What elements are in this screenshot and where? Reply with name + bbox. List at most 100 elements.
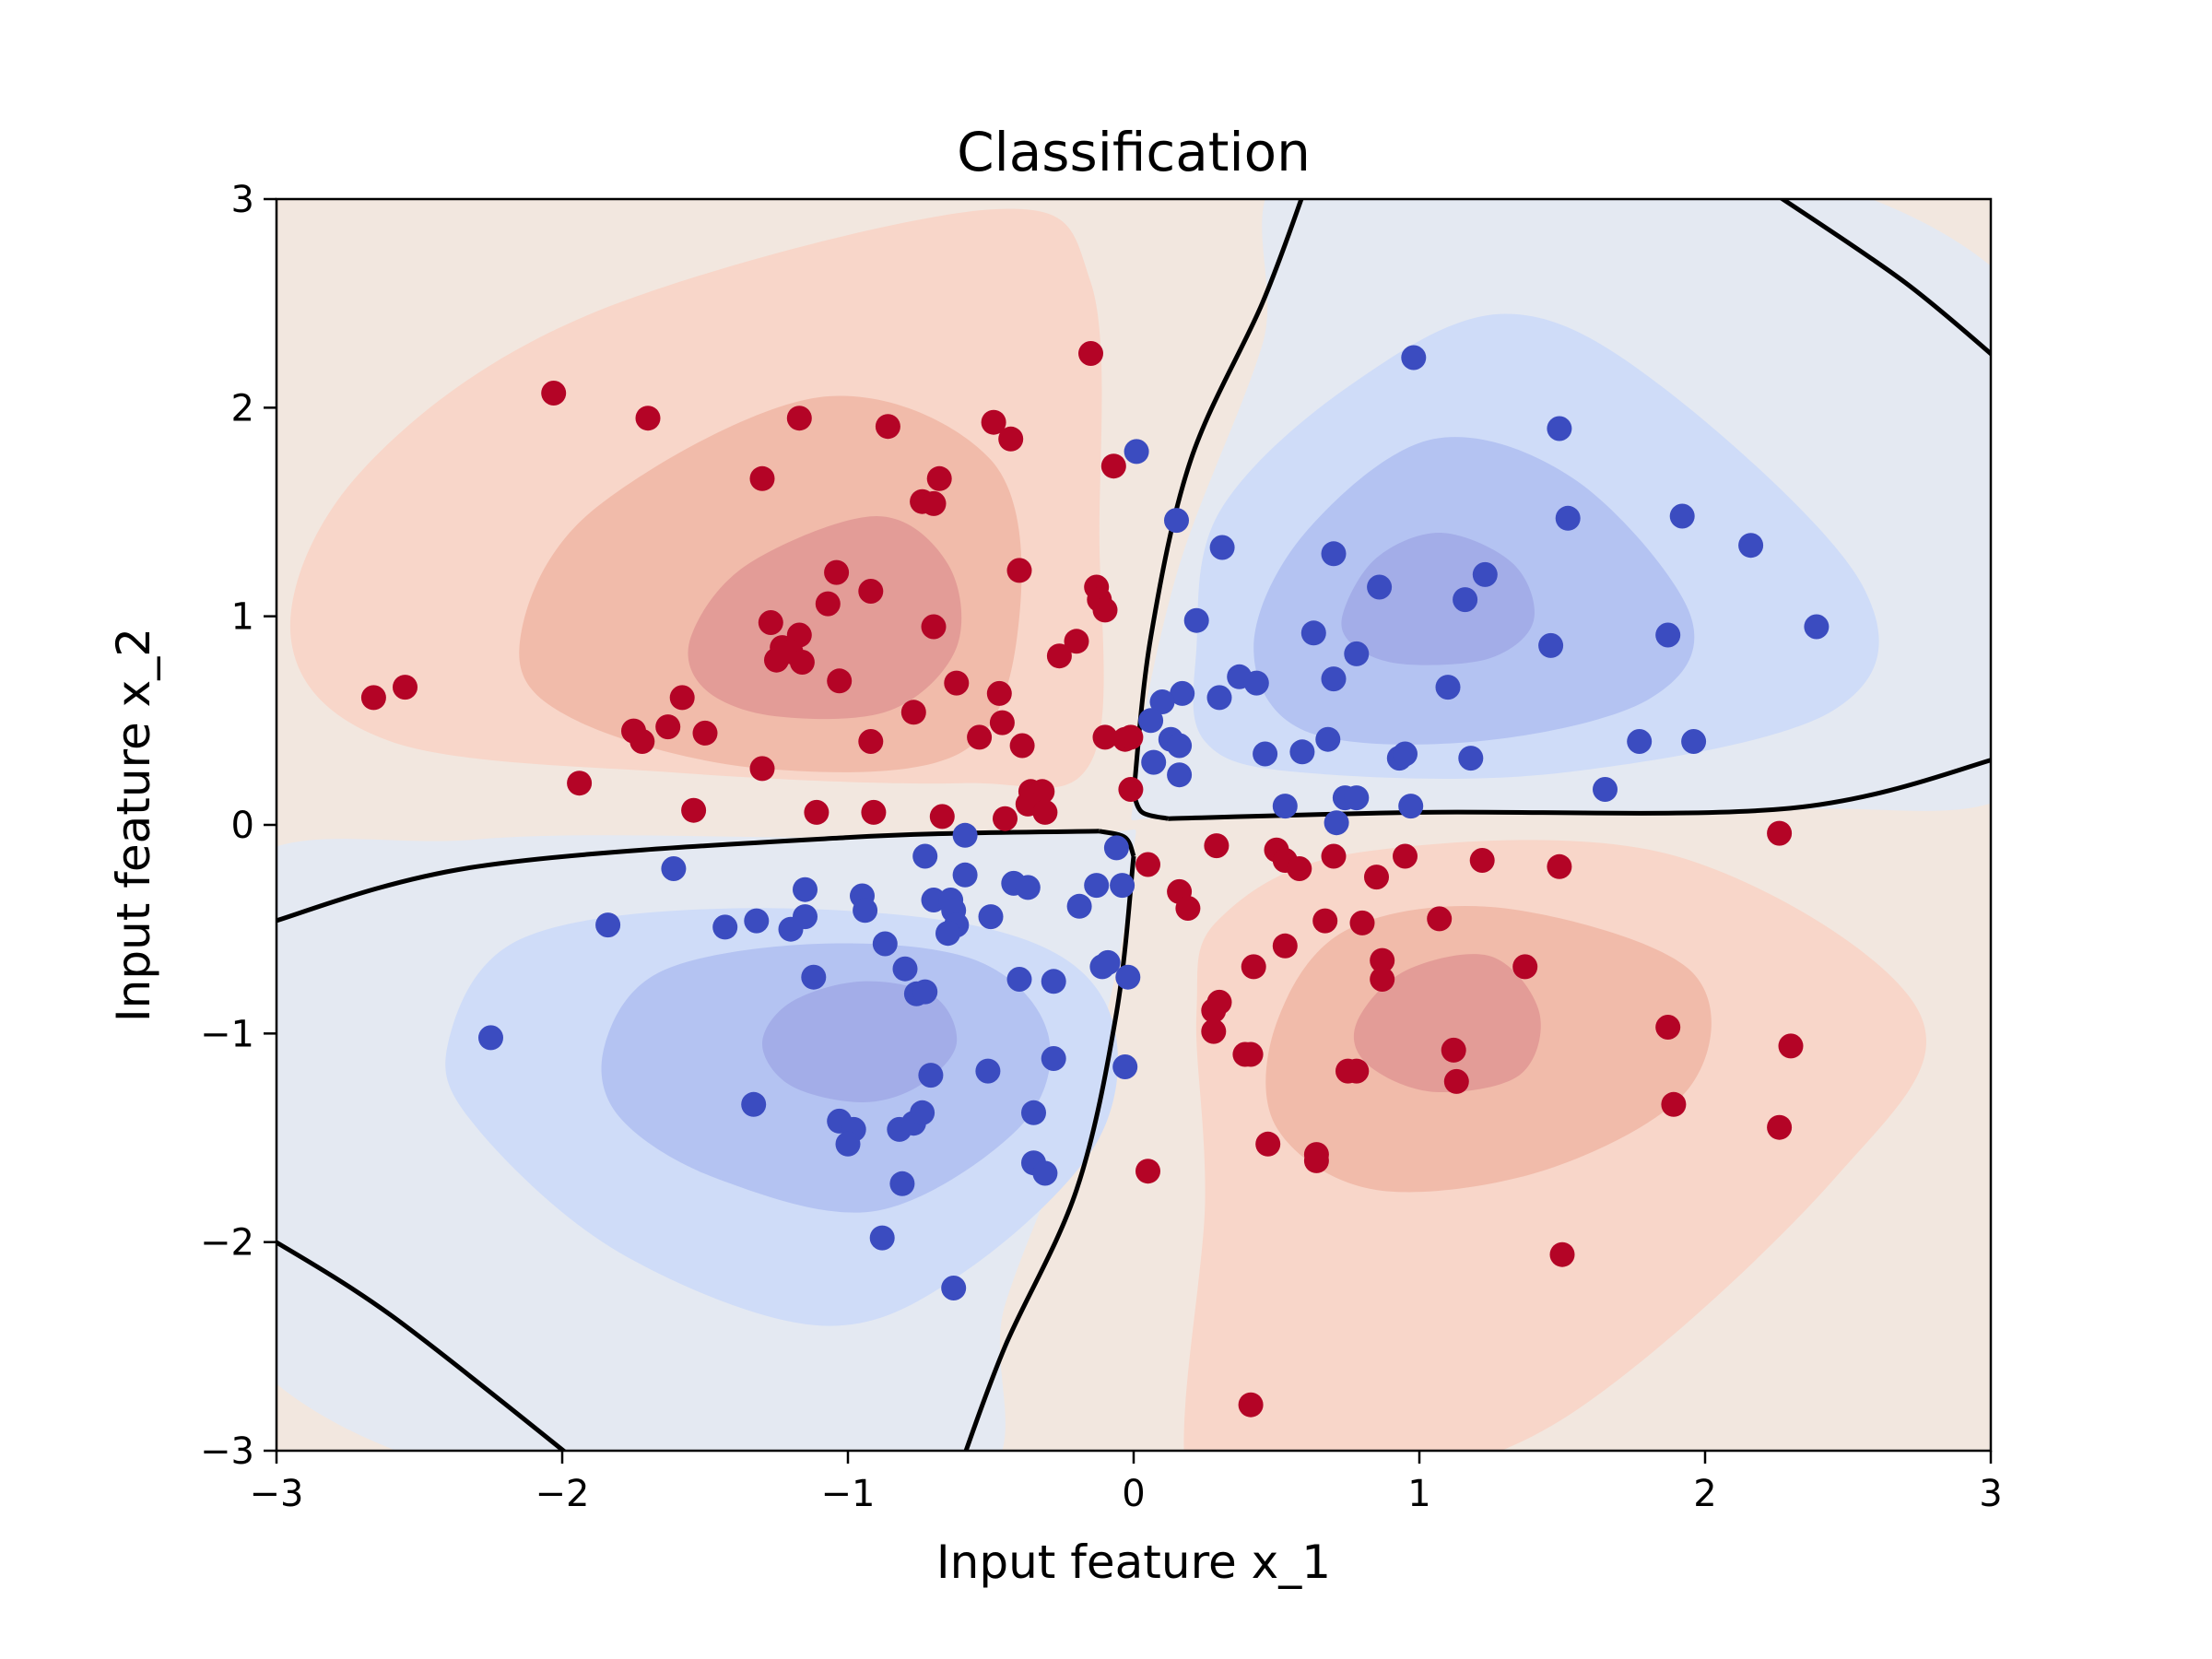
red-point-84 (1441, 1037, 1466, 1063)
blue-point-71 (1006, 967, 1032, 992)
blue-point-82 (1112, 1054, 1138, 1079)
red-point-70 (1175, 896, 1201, 921)
red-contour-ul-4 (688, 516, 962, 720)
blue-point-51 (1084, 873, 1110, 899)
red-point-30 (986, 680, 1012, 706)
red-point-2 (786, 406, 812, 431)
y-tick-label-6: 3 (231, 179, 254, 221)
red-point-76 (1370, 967, 1395, 992)
blue-point-25 (1138, 708, 1164, 734)
red-point-63 (1321, 843, 1347, 869)
blue-point-61 (778, 916, 804, 942)
blue-point-13 (1300, 620, 1326, 646)
blue-point-36 (1141, 749, 1167, 775)
red-point-36 (629, 729, 655, 754)
blue-point-47 (1103, 835, 1129, 861)
red-point-8 (926, 465, 952, 491)
red-point-6 (1078, 341, 1103, 366)
x-tick-label-6: 3 (1979, 1473, 2002, 1515)
red-point-39 (858, 729, 884, 754)
blue-point-34 (1627, 729, 1653, 754)
red-point-72 (1349, 910, 1375, 935)
blue-point-48 (952, 862, 978, 888)
red-point-12 (824, 559, 850, 585)
red-point-77 (1241, 954, 1266, 980)
x-tick-label-4: 1 (1407, 1473, 1430, 1515)
blue-point-37 (1167, 762, 1193, 788)
blue-point-81 (918, 1063, 944, 1088)
red-point-55 (861, 799, 887, 825)
red-point-37 (655, 714, 681, 740)
blue-point-1 (1547, 416, 1572, 441)
blue-point-4 (1555, 505, 1581, 531)
blue-point-59 (1066, 893, 1092, 919)
blue-point-42 (1593, 777, 1618, 802)
blue-point-21 (1435, 675, 1461, 700)
red-point-78 (1512, 954, 1538, 980)
blue-point-55 (853, 898, 878, 924)
red-point-59 (1204, 833, 1230, 859)
red-point-45 (1118, 724, 1144, 750)
red-point-11 (1100, 453, 1126, 479)
red-point-94 (1303, 1147, 1329, 1173)
plot-area (276, 199, 1991, 1451)
boundary-upper-corner (1778, 199, 1991, 358)
red-point-90 (1661, 1091, 1687, 1117)
blue-point-56 (921, 888, 947, 912)
blue-point-46 (912, 843, 938, 869)
red-point-97 (1238, 1392, 1264, 1418)
red-point-38 (692, 720, 718, 746)
red-point-41 (967, 724, 993, 750)
blue-point-53 (793, 877, 818, 902)
red-point-96 (1549, 1241, 1575, 1267)
blue-point-22 (1170, 680, 1195, 706)
red-point-34 (900, 700, 926, 725)
blue-point-30 (1253, 741, 1278, 767)
blue-point-0 (1401, 345, 1427, 371)
red-point-25 (789, 650, 815, 675)
x-axis-label: Input feature x_1 (936, 1535, 1331, 1589)
blue-point-24 (1149, 689, 1175, 714)
blue-point-78 (478, 1025, 503, 1051)
red-point-81 (1201, 1018, 1227, 1044)
red-point-47 (567, 771, 593, 796)
red-point-92 (1255, 1131, 1281, 1157)
red-point-73 (1427, 906, 1453, 932)
blue-point-45 (952, 822, 978, 848)
boundary-left-curve (276, 829, 1100, 924)
y-tick-label-5: 2 (231, 387, 254, 429)
boundary-lower-corner (276, 1240, 568, 1451)
blue-point-39 (1344, 785, 1370, 811)
blue-point-11 (1453, 587, 1478, 613)
blue-point-69 (892, 956, 918, 982)
blue-point-63 (712, 914, 738, 940)
boundary-center-lower (1099, 829, 1136, 858)
blue-point-44 (661, 856, 687, 881)
red-point-13 (1006, 558, 1032, 583)
red-point-7 (749, 465, 775, 491)
blue-point-32 (1393, 741, 1418, 767)
blue-point-28 (1315, 726, 1341, 752)
y-axis-label: Input feature x_2 (107, 628, 160, 1022)
red-point-0 (541, 381, 567, 406)
blue-point-41 (1398, 794, 1424, 819)
red-point-33 (669, 685, 695, 711)
y-tick-label-1: −2 (200, 1222, 254, 1265)
red-point-58 (1135, 852, 1160, 877)
blue-point-7 (1321, 541, 1347, 567)
blue-point-77 (912, 979, 938, 1005)
red-point-54 (804, 799, 830, 825)
blue-point-16 (1655, 622, 1681, 648)
blue-point-75 (1115, 964, 1141, 990)
blue-point-10 (1367, 574, 1393, 600)
blue-point-3 (1164, 508, 1189, 534)
red-point-74 (1272, 933, 1298, 959)
red-point-46 (749, 756, 775, 782)
red-point-51 (1032, 799, 1058, 825)
blue-point-94 (869, 1225, 895, 1251)
blue-point-67 (978, 904, 1004, 930)
red-point-83 (1238, 1041, 1264, 1067)
blue-point-43 (1324, 810, 1349, 836)
red-contour-lr-4 (1353, 954, 1541, 1093)
